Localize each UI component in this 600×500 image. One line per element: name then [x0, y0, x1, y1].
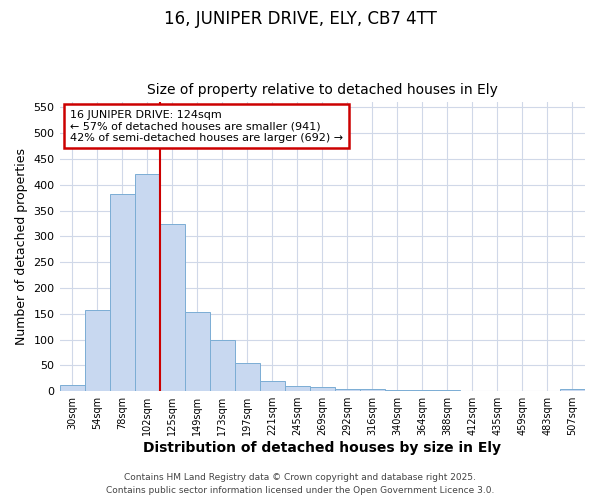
Bar — [235, 364, 260, 391]
Y-axis label: Number of detached properties: Number of detached properties — [15, 148, 28, 346]
Bar — [59, 384, 85, 391]
Bar — [260, 381, 285, 391]
Bar — [360, 389, 385, 391]
Bar — [460, 390, 485, 391]
X-axis label: Distribution of detached houses by size in Ely: Distribution of detached houses by size … — [143, 441, 501, 455]
Bar — [160, 224, 185, 391]
Title: Size of property relative to detached houses in Ely: Size of property relative to detached ho… — [147, 83, 498, 97]
Bar — [410, 390, 435, 391]
Bar — [110, 194, 134, 391]
Bar — [310, 387, 335, 391]
Text: Contains HM Land Registry data © Crown copyright and database right 2025.
Contai: Contains HM Land Registry data © Crown c… — [106, 474, 494, 495]
Bar — [435, 390, 460, 391]
Bar — [485, 390, 510, 391]
Bar — [134, 174, 160, 391]
Bar — [85, 310, 110, 391]
Bar — [510, 390, 535, 391]
Bar — [335, 388, 360, 391]
Bar — [185, 312, 209, 391]
Text: 16 JUNIPER DRIVE: 124sqm
← 57% of detached houses are smaller (941)
42% of semi-: 16 JUNIPER DRIVE: 124sqm ← 57% of detach… — [70, 110, 343, 143]
Bar — [560, 388, 585, 391]
Bar — [385, 390, 410, 391]
Bar — [209, 340, 235, 391]
Bar — [285, 386, 310, 391]
Text: 16, JUNIPER DRIVE, ELY, CB7 4TT: 16, JUNIPER DRIVE, ELY, CB7 4TT — [164, 10, 436, 28]
Bar — [535, 390, 560, 391]
